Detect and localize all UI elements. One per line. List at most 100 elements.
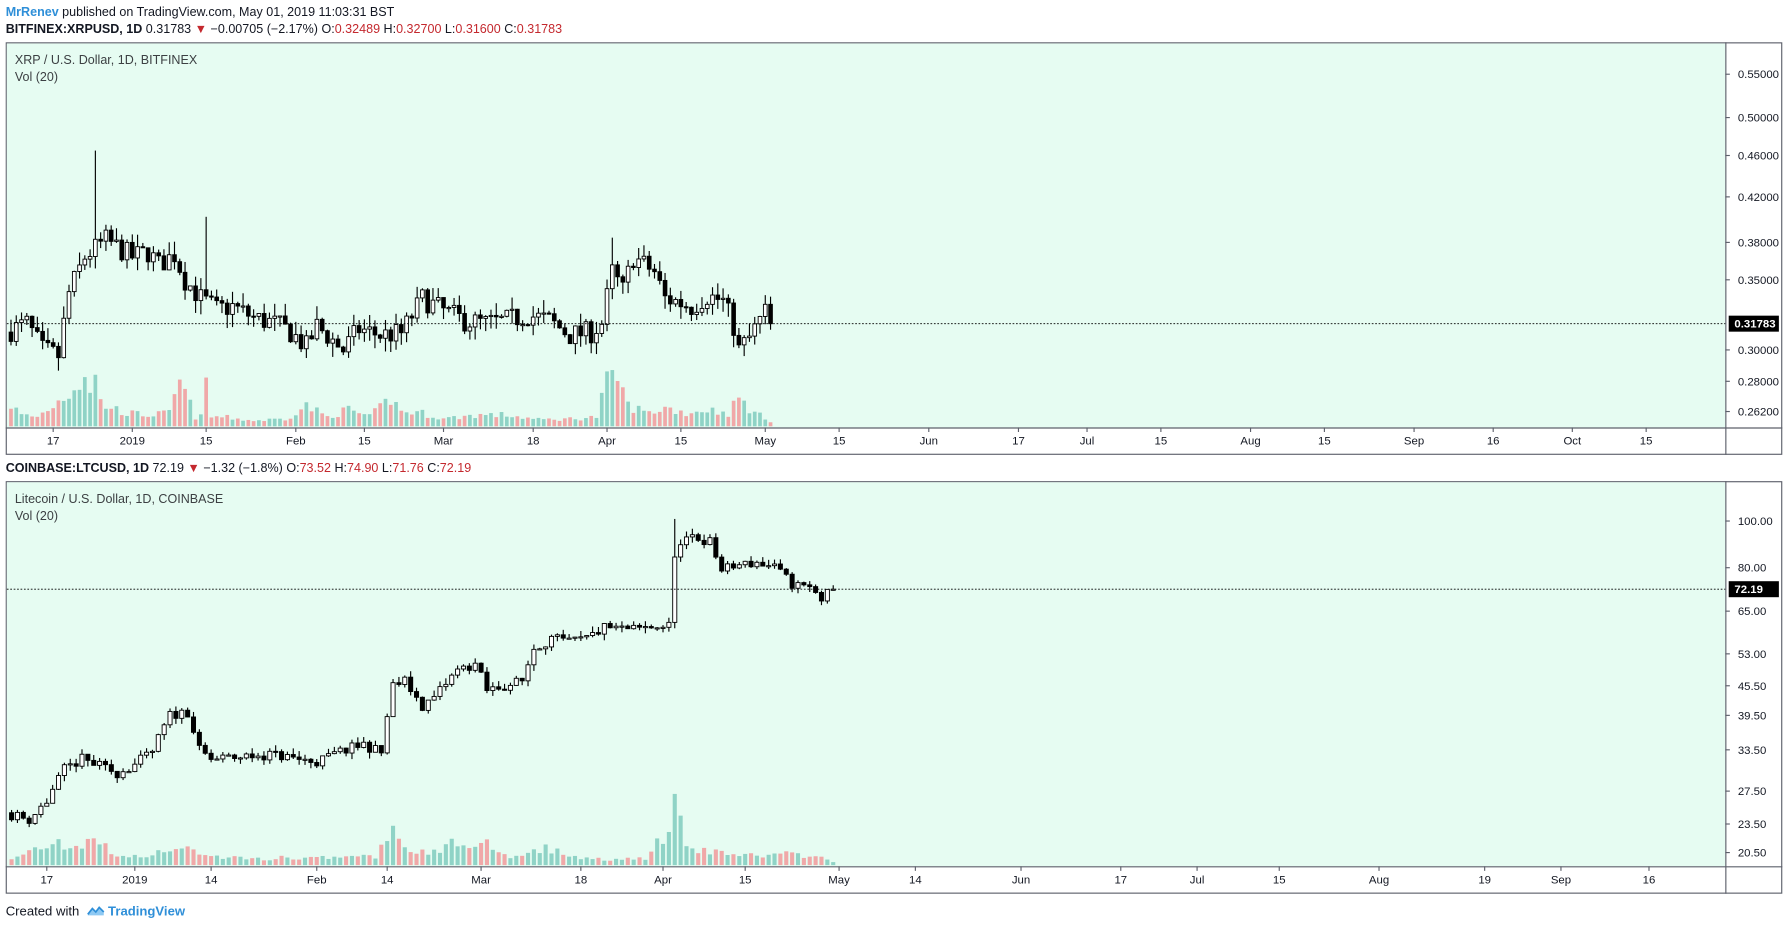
xrp-candle-body[interactable] [50,342,56,347]
xrp-candle-body[interactable] [203,289,209,297]
xrp-candle-body[interactable] [583,321,589,337]
xrp-candle-body[interactable] [108,229,114,242]
xrp-candle-body[interactable] [40,330,45,341]
xrp-candle-body[interactable] [715,294,721,300]
ltc-candle-body[interactable] [249,753,255,759]
xrp-candle-body[interactable] [541,312,547,315]
xrp-candle-body[interactable] [103,229,109,242]
ltc-candle-body[interactable] [38,805,44,815]
ltc-candle-body[interactable] [367,741,373,753]
ltc-candle-body[interactable] [584,635,590,638]
xrp-candle-body[interactable] [610,264,615,290]
ltc-candle-body[interactable] [490,686,496,691]
xrp-candle-body[interactable] [319,318,325,332]
ltc-candle-body[interactable] [437,686,443,697]
ltc-candle-body[interactable] [85,753,91,761]
xrp-candle-body[interactable] [757,315,763,325]
xrp-candle-body[interactable] [657,271,663,281]
ltc-candle-body[interactable] [601,623,607,635]
xrp-candle-body[interactable] [525,324,531,327]
xrp-candle-body[interactable] [13,322,19,342]
ltc-candle-body[interactable] [408,676,414,693]
ltc-candle-body[interactable] [631,624,637,630]
xrp-candle-body[interactable] [720,297,726,300]
ltc-plot-area[interactable] [6,482,1726,867]
ltc-candle-body[interactable] [390,682,396,718]
ltc-candle-body[interactable] [513,677,519,686]
xrp-chart-svg[interactable]: 0.55000 0.50000 0.46000 0.42000 0.38000 0.350… [5,42,1783,455]
xrp-candle-body[interactable] [261,313,267,328]
ltc-candle-body[interactable] [748,560,754,568]
ltc-candle-body[interactable] [302,758,308,761]
ltc-candle-body[interactable] [396,682,402,685]
xrp-candle-body[interactable] [214,296,219,302]
ltc-candle-body[interactable] [343,747,349,754]
ltc-candle-body[interactable] [472,662,478,671]
ltc-candle-body[interactable] [507,684,513,691]
xrp-candle-body[interactable] [293,334,299,343]
ltc-candle-body[interactable] [255,755,261,759]
ltc-candle-body[interactable] [725,563,731,572]
ltc-candle-body[interactable] [637,624,643,628]
ltc-candle-body[interactable] [190,716,197,733]
xrp-candle-body[interactable] [573,325,578,345]
ltc-candle-body[interactable] [789,573,795,589]
ltc-candle-body[interactable] [578,636,584,639]
ltc-candle-body[interactable] [830,588,836,591]
ltc-candle-body[interactable] [290,754,296,758]
ltc-candle-body[interactable] [466,665,472,671]
ltc-candle-body[interactable] [772,563,778,567]
xrp-candle-body[interactable] [351,325,357,338]
xrp-candle-body[interactable] [673,299,678,305]
ltc-candle-body[interactable] [419,696,425,711]
ltc-candle-body[interactable] [185,709,191,718]
xrp-candle-body[interactable] [251,315,256,318]
xrp-candle-body[interactable] [726,297,731,304]
xrp-candle-body[interactable] [420,289,425,299]
ltc-candle-body[interactable] [267,750,273,761]
ltc-candle-body[interactable] [44,802,50,807]
xrp-candle-body[interactable] [404,315,409,334]
ltc-candle-body[interactable] [572,636,578,639]
ltc-candle-body[interactable] [261,755,267,761]
ltc-candle-body[interactable] [548,635,555,648]
ltc-candle-body[interactable] [543,646,549,650]
ltc-candle-body[interactable] [736,564,742,569]
ltc-candle-body[interactable] [525,664,531,682]
ltc-candle-body[interactable] [79,753,85,767]
ltc-candle-body[interactable] [695,534,701,541]
xrp-candle-body[interactable] [383,329,388,339]
xrp-candle-body[interactable] [82,258,88,266]
ltc-chart-pane[interactable]: 100.00 80.00 65.00 53.00 45.50 39.50 33.50 27.5… [5,481,1783,894]
xrp-candle-body[interactable] [731,302,736,336]
xrp-candle-body[interactable] [636,258,641,268]
xrp-candle-body[interactable] [298,334,304,350]
xrp-candle-body[interactable] [747,335,752,339]
ltc-candle-body[interactable] [132,763,138,773]
ltc-candle-body[interactable] [719,556,725,572]
ltc-candle-body[interactable] [20,811,26,819]
ltc-candle-body[interactable] [689,534,695,538]
ltc-candle-body[interactable] [179,709,185,719]
ltc-candle-body[interactable] [114,770,120,779]
ltc-candle-body[interactable] [460,665,466,670]
xrp-candle-body[interactable] [515,308,520,326]
xrp-candle-body[interactable] [282,315,288,325]
ltc-candle-body[interactable] [331,751,337,755]
xrp-plot-area[interactable] [6,43,1726,428]
xrp-candle-body[interactable] [219,300,225,304]
ltc-candle-body[interactable] [619,625,625,628]
ltc-candle-body[interactable] [701,539,707,546]
xrp-candle-body[interactable] [652,268,657,273]
xrp-candle-body[interactable] [372,326,378,336]
xrp-candle-body[interactable] [504,309,510,317]
ltc-candle-body[interactable] [537,648,543,651]
ltc-candle-body[interactable] [320,755,326,767]
ltc-candle-body[interactable] [102,760,108,766]
xrp-candle-body[interactable] [662,279,668,297]
ltc-candle-body[interactable] [795,582,801,589]
xrp-candle-body[interactable] [694,311,700,315]
xrp-candle-body[interactable] [188,285,193,291]
ltc-candle-body[interactable] [678,544,684,558]
xrp-candle-body[interactable] [646,255,652,270]
